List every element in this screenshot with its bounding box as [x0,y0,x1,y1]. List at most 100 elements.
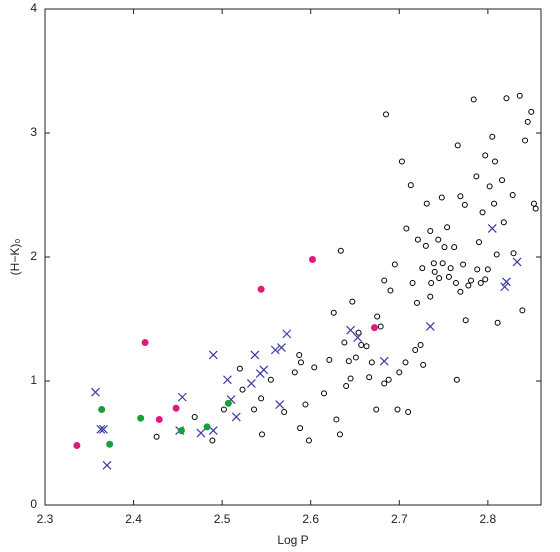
point [502,277,511,287]
point [491,200,498,207]
point [479,209,486,216]
point [137,414,145,422]
plot-frame [44,8,542,506]
point [396,369,403,376]
point [275,400,285,409]
point [482,152,489,159]
point [102,460,112,470]
point [528,108,535,115]
point [251,406,258,413]
y-axis-label: (H−K)₀ [8,239,22,276]
point [177,392,187,402]
x-tick-label: 2.8 [480,512,497,526]
point [500,282,510,292]
point [308,255,316,263]
y-tick-label: 2 [30,249,37,263]
point [425,322,435,331]
point [297,359,304,366]
point [451,244,458,251]
x-tick-label: 2.3 [37,512,54,526]
point [259,365,269,375]
point [491,158,498,165]
point [236,365,243,372]
point [346,325,355,335]
point [208,426,218,436]
point [379,356,389,366]
point [330,309,337,316]
x-tick-label: 2.5 [214,512,231,526]
point [405,409,412,415]
point [500,219,507,226]
point [153,433,160,440]
point [155,415,163,423]
point [477,280,484,287]
point [203,423,211,431]
point [474,266,481,273]
point [291,369,298,376]
point [431,268,438,275]
point [208,350,218,360]
point [441,244,448,251]
point [447,265,454,272]
point [231,412,241,422]
point [484,266,491,273]
point [414,299,420,306]
point [343,382,350,389]
point [337,247,344,254]
point [224,399,232,407]
point [209,437,216,444]
point [347,375,354,382]
point [423,200,430,207]
point [476,239,482,246]
y-tick-label: 3 [30,125,37,139]
point [436,275,443,282]
point [381,277,388,284]
point [414,236,421,243]
point [302,401,309,408]
point [438,194,445,201]
point [499,177,506,184]
point [239,386,246,393]
point [296,351,303,358]
point [368,359,375,366]
point [519,307,526,314]
point [257,285,265,293]
point [454,142,461,149]
point [420,361,427,368]
point [321,390,327,397]
point [412,347,419,353]
point [336,431,343,438]
point [305,437,312,444]
point [503,95,510,102]
point [457,288,464,295]
point [96,424,106,434]
point [468,277,475,284]
point [486,183,493,190]
point [196,428,206,438]
point [311,364,318,371]
point [398,158,405,165]
point [297,425,304,432]
point [326,356,333,363]
point [403,225,410,232]
point [223,375,232,385]
point [259,431,265,438]
point [281,409,288,415]
point [394,406,401,413]
point [258,395,265,402]
point [270,345,280,355]
point [366,374,373,381]
point [461,201,468,208]
point [349,298,356,305]
point [385,376,392,383]
point [524,118,531,125]
point [427,293,434,300]
point [106,440,114,448]
point [383,111,389,118]
point [482,276,489,283]
x-tick-label: 2.6 [302,512,319,526]
point [99,424,108,434]
point [417,342,424,349]
point [250,350,260,360]
point [439,260,446,267]
